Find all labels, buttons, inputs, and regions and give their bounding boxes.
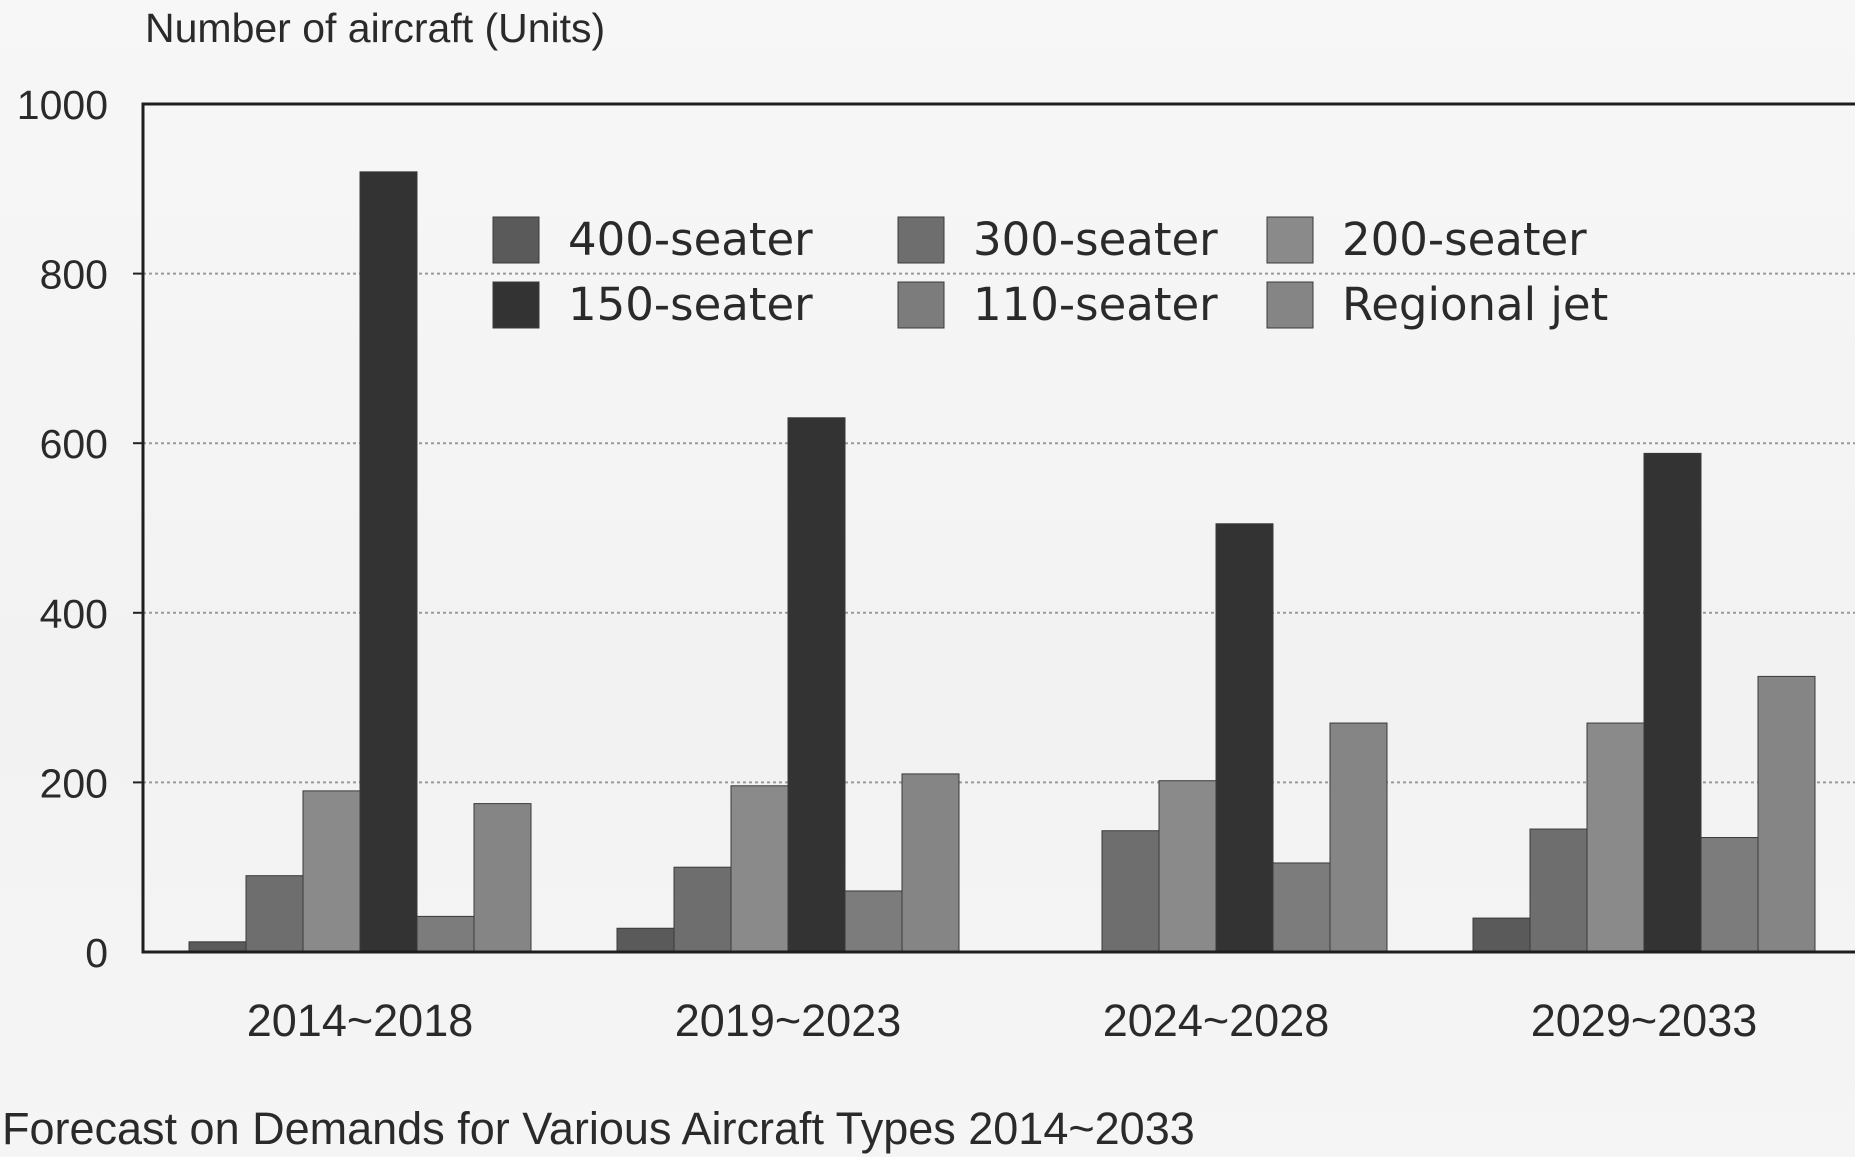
legend-label: 150-seater [568,278,813,331]
bar [1272,862,1331,953]
y-tick-label: 400 [40,591,108,637]
legend-swatch [492,281,540,329]
legend-label: 400-seater [568,213,813,266]
legend: 400-seater 300-seater 200-seater 150-seater… [492,213,1608,331]
bar [473,803,532,953]
y-tick-label: 0 [85,930,108,976]
bar [1215,523,1274,953]
legend-swatch [1266,216,1314,264]
bar [359,171,418,953]
bar [730,785,789,953]
axes [133,102,1855,954]
bars [188,171,1816,953]
bar [1472,917,1531,953]
legend-label: Regional jet [1342,278,1608,331]
y-tick-label: 1000 [17,82,108,128]
plot-frame [141,102,1855,954]
labels: 0 200 400 600 800 1000 2014~2018 2019~2023 2024~… [17,82,1757,1046]
x-tick-label: 2014~2018 [247,995,474,1046]
bar [1529,828,1588,953]
x-tick-label: 2019~2023 [675,995,902,1046]
bar [1329,722,1388,953]
bar [245,875,304,953]
x-tick-label: 2029~2033 [1531,995,1758,1046]
y-tick-label: 600 [40,421,108,467]
y-tick-label: 200 [40,760,108,806]
bar [1643,452,1702,953]
legend-swatch [897,216,945,264]
legend-label: 200-seater [1342,213,1587,266]
bar [416,915,475,953]
y-tick-label: 800 [40,252,108,298]
legend-swatch [1266,281,1314,329]
legend-swatch [897,281,945,329]
bar [1757,675,1816,953]
legend-swatch [492,216,540,264]
bar [1101,830,1160,953]
bar [1700,837,1759,953]
y-axis-label: Number of aircraft (Units) [145,5,605,51]
x-tick-label: 2024~2028 [1103,995,1330,1046]
bar [616,927,675,953]
bar [1586,722,1645,953]
legend-label: 110-seater [973,278,1218,331]
bar [1158,780,1217,953]
bar [787,417,846,953]
bar [188,941,247,953]
bar [901,773,960,953]
bar [302,790,361,953]
legend-label: 300-seater [973,213,1218,266]
bar [844,890,903,953]
bar [673,866,732,953]
chart-title: Forecast on Demands for Various Aircraft… [2,1103,1195,1154]
